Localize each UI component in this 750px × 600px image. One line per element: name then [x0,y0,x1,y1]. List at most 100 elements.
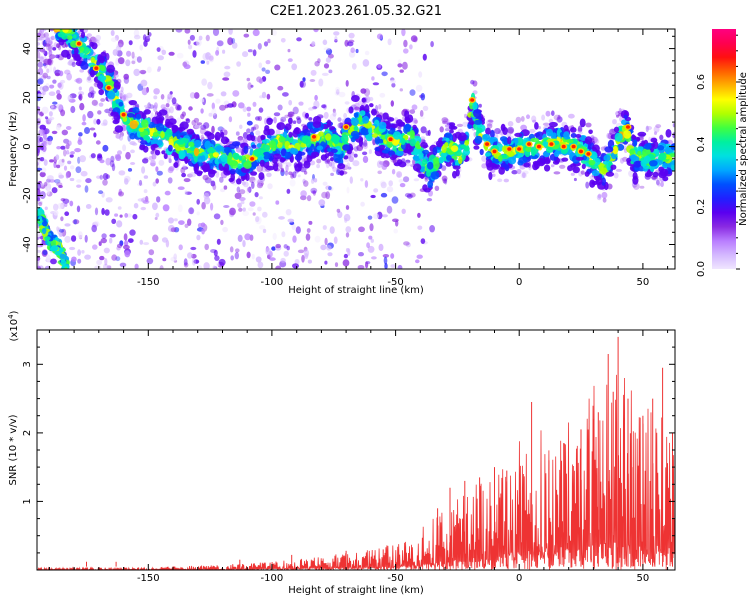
spectrogram-cell [276,141,283,149]
spectrogram-cell [66,150,70,155]
spectrogram-cell [47,135,53,142]
spectrogram-cell [224,146,231,154]
spectrogram-cell [235,147,243,153]
spectrogram-cell [158,159,165,166]
spectrogram-cell [658,171,667,179]
spectrogram-cell [523,162,530,168]
spectrogram-cell [165,122,174,128]
spectrogram-cell [371,133,378,138]
spectrogram-cell [292,106,299,115]
spectrogram-cell [78,86,82,91]
spectrogram-cell [658,152,667,161]
spectrogram-cell [507,128,514,135]
spectrogram-cell [193,147,199,157]
spectrogram-cell [209,163,214,171]
spectrogram-cell [77,139,83,146]
spectrogram-cell [368,235,373,240]
spectrogram-cell [273,116,277,124]
spectrogram-cell [258,183,262,188]
spectrogram-cell [127,238,134,244]
spectrogram-cell [236,178,242,185]
spectrogram-cell [393,228,399,234]
spectrogram-cell [229,168,236,175]
spectrogram-cell [363,140,368,147]
spectrogram-cell [507,136,512,145]
spectrogram-cell [200,124,207,130]
spectrogram-cell [284,140,290,150]
spectrogram-cell [130,149,135,154]
spectrogram-cell [380,181,387,189]
spectrogram-cell [322,181,328,186]
spectrogram-cell [323,63,330,69]
spectrogram-cell [364,104,370,113]
spectrogram-cell [292,263,299,269]
spectrogram-cell [202,174,209,181]
spectrogram-cell [390,253,395,259]
spectrogram-cell [337,122,344,129]
spectrogram-cell [373,213,379,220]
spectrogram-cell [577,131,583,135]
spectrogram-y-tick-label: -40 [22,236,33,252]
spectrogram-cell [458,156,463,165]
spectrogram-cell [66,13,72,19]
spectrogram-cell [430,41,434,48]
spectrogram-cell [534,122,539,130]
spectrogram-cell [350,117,359,127]
spectrogram-cell [37,78,44,85]
spectrogram-cell [200,134,204,141]
spectrogram-cell [258,78,263,84]
spectrogram-cell [497,178,503,183]
spectrogram-cell [41,227,47,235]
spectrogram-cell [346,162,351,170]
spectrogram-hotspot [485,142,490,146]
spectrogram-cell [257,261,264,269]
spectrogram-cell [63,8,67,12]
spectrogram-cell [229,246,234,253]
spectrogram-cell [350,130,360,138]
spectrogram-cell [329,126,336,131]
spectrogram-cell [291,223,296,231]
spectrogram-cell [318,131,324,137]
spectrogram-cell [455,149,462,157]
spectrogram-cell [390,264,396,268]
spectrogram-cell [406,193,413,199]
spectrogram-cell [390,79,396,84]
spectrogram-cell [125,151,131,160]
spectrogram-cell [189,34,195,41]
spectrogram-cell [133,34,141,40]
spectrogram-cell [168,138,175,147]
spectrogram-cell [48,54,56,59]
spectrogram-cell [281,231,286,238]
spectrogram-cell [223,185,228,190]
spectrogram-cell [60,216,64,222]
spectrogram-cell [67,94,73,102]
spectrogram-cell [154,149,161,156]
spectrogram-cell [328,161,333,167]
spectrogram-cell [311,151,320,158]
spectrogram-cell [212,183,217,191]
spectrogram-cell [163,153,168,160]
spectrogram-cell [613,172,619,179]
spectrogram-cell [320,244,327,251]
spectrogram-cell [193,92,200,99]
spectrogram-cell [157,68,161,72]
spectrogram-cell [637,131,647,137]
spectrogram-cell [440,152,447,158]
spectrogram-cell [82,114,86,122]
snr-series-line [37,374,675,570]
spectrogram-cell [39,147,44,151]
spectrogram-cell [330,172,334,176]
spectrogram-cell [71,256,77,262]
spectrogram-cell [366,242,370,249]
spectrogram-cell [289,179,296,187]
spectrogram-cell [37,262,40,267]
spectrogram-cell [93,118,97,125]
spectrogram-cell [334,35,338,42]
spectrogram-cell [333,31,340,36]
spectrogram-cell [643,143,652,150]
spectrogram-cell [117,39,124,48]
spectrogram-hotspot [549,142,554,146]
spectrogram-cell [102,173,109,180]
spectrogram-cell [332,166,337,173]
spectrogram-cell [441,117,449,123]
